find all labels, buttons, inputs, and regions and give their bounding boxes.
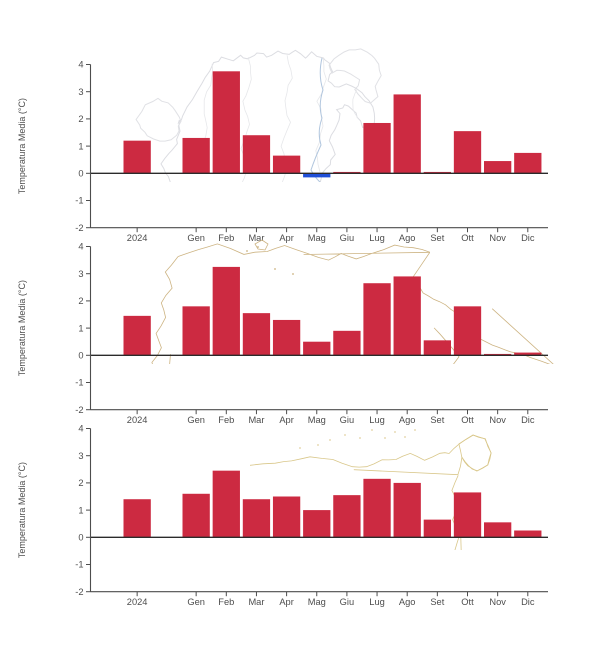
svg-text:Nov: Nov: [489, 233, 506, 243]
svg-text:Lug: Lug: [369, 233, 385, 243]
svg-text:Set: Set: [430, 415, 444, 425]
svg-text:-2: -2: [75, 405, 83, 415]
svg-text:1: 1: [78, 141, 83, 151]
svg-text:3: 3: [78, 451, 83, 461]
svg-text:Apr: Apr: [279, 415, 293, 425]
svg-text:4: 4: [78, 60, 83, 70]
svg-text:Feb: Feb: [218, 233, 234, 243]
svg-text:-1: -1: [75, 196, 83, 206]
svg-text:Temperatura Media (°C): Temperatura Media (°C): [17, 462, 27, 558]
svg-text:2: 2: [78, 296, 83, 306]
svg-text:Mag: Mag: [308, 597, 326, 607]
svg-text:Giu: Giu: [340, 597, 354, 607]
svg-text:4: 4: [78, 242, 83, 252]
svg-text:-2: -2: [75, 223, 83, 233]
svg-text:Dic: Dic: [521, 233, 535, 243]
svg-text:Ago: Ago: [399, 415, 416, 425]
svg-text:Gen: Gen: [187, 233, 205, 243]
svg-text:Gen: Gen: [187, 597, 205, 607]
svg-text:2024: 2024: [127, 415, 148, 425]
svg-text:Temperatura Media (°C): Temperatura Media (°C): [17, 98, 27, 194]
svg-text:Giu: Giu: [340, 233, 354, 243]
svg-text:2: 2: [78, 114, 83, 124]
svg-text:Temperatura Media (°C): Temperatura Media (°C): [17, 280, 27, 376]
svg-text:Mag: Mag: [308, 233, 326, 243]
svg-text:-1: -1: [75, 378, 83, 388]
svg-text:-1: -1: [75, 560, 83, 570]
svg-text:2024: 2024: [127, 597, 148, 607]
svg-text:3: 3: [78, 87, 83, 97]
svg-text:Ago: Ago: [399, 597, 416, 607]
svg-text:Gen: Gen: [187, 415, 205, 425]
svg-text:Apr: Apr: [279, 597, 293, 607]
svg-text:Lug: Lug: [369, 415, 385, 425]
svg-text:0: 0: [78, 351, 83, 361]
svg-text:Set: Set: [430, 233, 444, 243]
svg-text:4: 4: [78, 424, 83, 434]
svg-text:Giu: Giu: [340, 415, 354, 425]
svg-text:Ago: Ago: [399, 233, 416, 243]
svg-text:Set: Set: [430, 597, 444, 607]
svg-text:Apr: Apr: [279, 233, 293, 243]
svg-text:Mar: Mar: [248, 415, 264, 425]
svg-text:Ott: Ott: [461, 597, 474, 607]
svg-text:Ott: Ott: [461, 415, 474, 425]
svg-text:Nov: Nov: [489, 597, 506, 607]
svg-text:Ott: Ott: [461, 233, 474, 243]
svg-text:3: 3: [78, 269, 83, 279]
svg-text:0: 0: [78, 169, 83, 179]
svg-text:Mar: Mar: [248, 233, 264, 243]
svg-text:1: 1: [78, 323, 83, 333]
svg-text:Dic: Dic: [521, 415, 535, 425]
svg-text:1: 1: [78, 505, 83, 515]
svg-text:Feb: Feb: [218, 415, 234, 425]
svg-text:Lug: Lug: [369, 597, 385, 607]
svg-text:Nov: Nov: [489, 415, 506, 425]
svg-text:Feb: Feb: [218, 597, 234, 607]
svg-text:-2: -2: [75, 587, 83, 597]
svg-text:2: 2: [78, 478, 83, 488]
svg-text:Dic: Dic: [521, 597, 535, 607]
svg-text:Mar: Mar: [248, 597, 264, 607]
svg-text:Mag: Mag: [308, 415, 326, 425]
svg-text:0: 0: [78, 533, 83, 543]
svg-text:2024: 2024: [127, 233, 148, 243]
